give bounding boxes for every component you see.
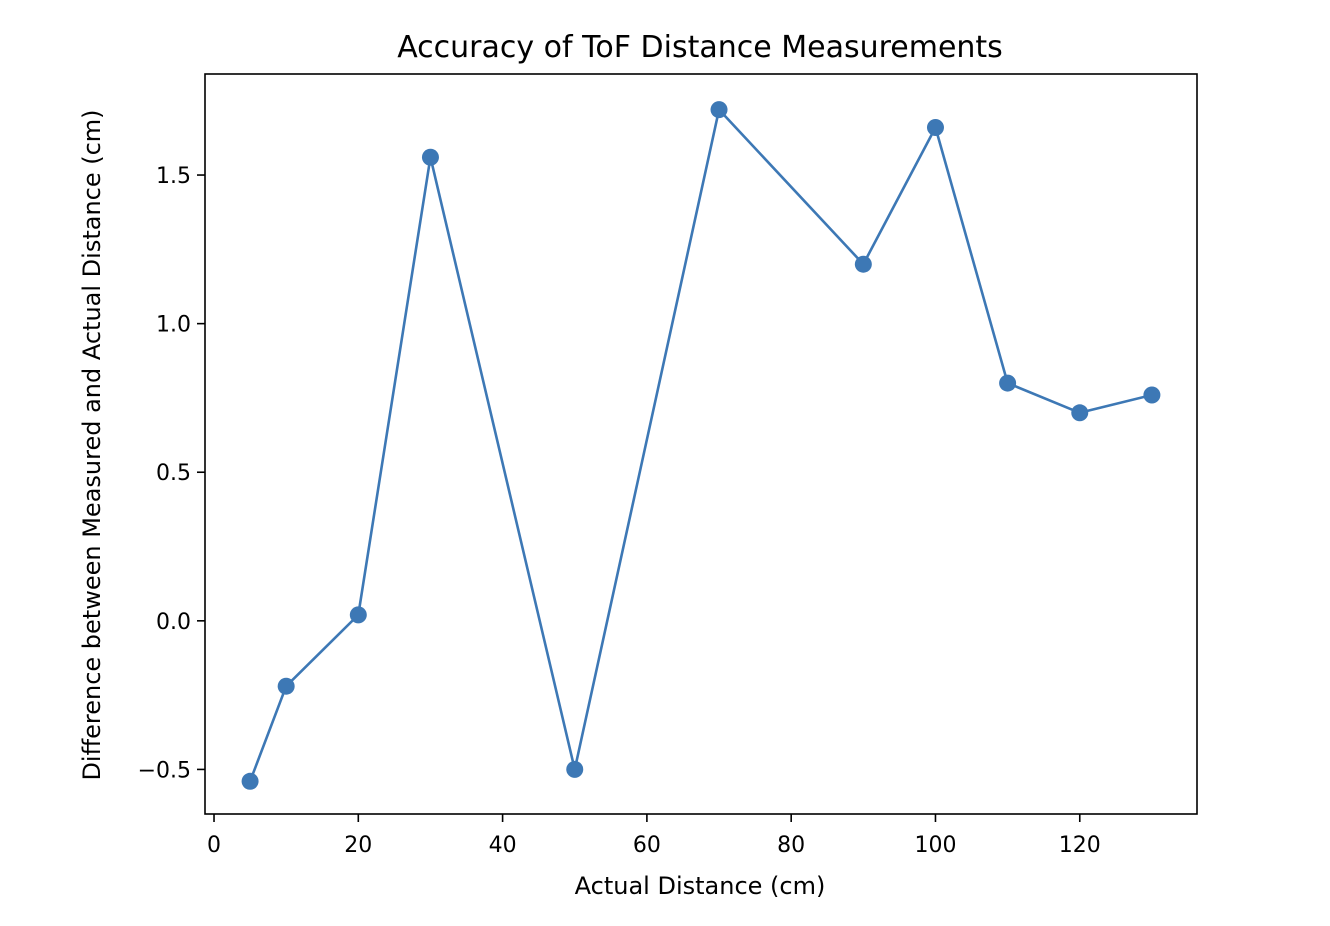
- y-tick-label: 0.0: [156, 610, 191, 635]
- y-tick-label: 1.0: [156, 313, 191, 338]
- data-point: [566, 760, 584, 778]
- x-tick-label: 60: [633, 833, 661, 858]
- x-tick-label: 120: [1059, 833, 1101, 858]
- data-point: [1143, 386, 1161, 404]
- data-point: [277, 677, 295, 695]
- data-point: [1071, 404, 1089, 422]
- x-tick-label: 40: [489, 833, 517, 858]
- y-tick-label: 1.5: [156, 164, 191, 189]
- data-point: [999, 374, 1017, 392]
- x-tick-label: 100: [914, 833, 956, 858]
- data-point: [854, 255, 872, 273]
- data-point: [710, 101, 728, 119]
- plot-frame: [204, 73, 1198, 815]
- x-tick-label: 0: [207, 833, 221, 858]
- chart-title: Accuracy of ToF Distance Measurements: [397, 30, 1003, 65]
- data-point: [926, 118, 944, 136]
- data-point: [241, 772, 259, 790]
- x-axis-label: Actual Distance (cm): [575, 872, 826, 900]
- y-tick-label: 0.5: [156, 461, 191, 486]
- plot-area: [241, 101, 1161, 790]
- x-tick-label: 80: [777, 833, 805, 858]
- y-axis: −0.5 0.0 0.5 1.0 1.5: [138, 164, 205, 783]
- y-axis-label: Difference between Measured and Actual D…: [78, 109, 106, 780]
- data-point: [349, 606, 367, 624]
- y-tick-label: −0.5: [138, 758, 191, 783]
- data-point: [421, 148, 439, 166]
- x-tick-label: 20: [344, 833, 372, 858]
- x-axis: 0 20 40 60 80 100 120: [207, 814, 1101, 858]
